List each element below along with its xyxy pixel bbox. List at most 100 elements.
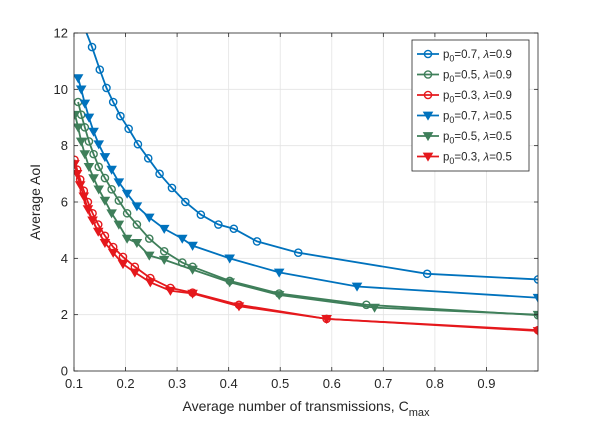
- legend-swatch-marker: [422, 152, 434, 162]
- data-point: [145, 278, 156, 288]
- data-point: [229, 224, 239, 234]
- data-point: [155, 169, 164, 179]
- legend-entry: p0=0.7, λ=0.9: [417, 49, 512, 64]
- y-tick-label: 10: [54, 82, 68, 97]
- data-point: [84, 137, 94, 146]
- x-tick-label: 0.3: [168, 376, 186, 391]
- data-point: [214, 220, 223, 229]
- data-point: [107, 185, 116, 194]
- data-point: [167, 183, 177, 193]
- data-point: [113, 220, 125, 230]
- data-point: [158, 255, 170, 265]
- data-point: [131, 238, 143, 249]
- data-point: [176, 234, 188, 244]
- data-point: [74, 74, 84, 84]
- x-axis-label-main: Average number of transmissions, C: [183, 398, 409, 414]
- legend-label: p0=0.3, λ=0.5: [443, 152, 512, 167]
- y-tick-label: 6: [61, 195, 68, 210]
- data-point: [293, 248, 303, 257]
- y-tick-label: 4: [61, 251, 68, 266]
- data-point: [129, 268, 141, 278]
- data-point: [124, 124, 133, 134]
- data-point: [99, 238, 111, 249]
- x-axis-label-subscript: max: [409, 407, 430, 419]
- legend-label: p0=0.3, λ=0.9: [443, 90, 512, 105]
- data-point: [143, 251, 155, 261]
- data-point: [165, 286, 176, 296]
- data-point: [422, 269, 432, 279]
- data-point: [121, 189, 133, 199]
- data-point: [196, 210, 206, 219]
- legend-swatch-marker: [423, 90, 433, 100]
- data-point: [83, 162, 95, 172]
- data-point: [74, 123, 84, 133]
- y-tick-label: 0: [61, 364, 68, 379]
- legend: p0=0.7, λ=0.9 p0=0.5, λ=0.9 p0=0.3, λ=0.9 p…: [411, 39, 530, 172]
- data-point: [79, 99, 91, 109]
- data-point: [143, 213, 155, 223]
- data-point: [108, 97, 118, 107]
- x-tick-label: 0.5: [271, 376, 289, 391]
- data-point: [75, 85, 87, 95]
- legend-label: p0=0.5, λ=0.5: [443, 131, 512, 146]
- data-point: [121, 234, 133, 244]
- data-point: [89, 149, 98, 159]
- data-point: [158, 224, 170, 234]
- data-point: [99, 196, 111, 206]
- legend-entry: p0=0.3, λ=0.9: [417, 90, 512, 105]
- legend-entry: p0=0.7, λ=0.5: [417, 111, 512, 125]
- legend-swatch-marker: [423, 70, 433, 79]
- series-1: [85, 33, 538, 284]
- x-tick-label: 0.7: [374, 376, 392, 391]
- data-point: [93, 185, 105, 195]
- data-point: [74, 181, 86, 191]
- data-point: [532, 293, 538, 303]
- legend-label: p0=0.7, λ=0.9: [443, 49, 512, 64]
- legend-swatch-marker: [422, 132, 434, 142]
- y-tick-label: 8: [61, 138, 68, 153]
- legend-swatch-marker: [423, 49, 433, 59]
- data-point: [79, 150, 91, 160]
- data-point: [100, 173, 110, 183]
- series-line: [85, 33, 538, 281]
- data-point: [321, 315, 332, 325]
- legend-label: p0=0.5, λ=0.9: [443, 70, 512, 85]
- data-point: [93, 140, 105, 150]
- x-tick-label: 0.2: [117, 376, 135, 391]
- data-point: [92, 227, 104, 237]
- data-point: [82, 205, 94, 215]
- data-point: [187, 289, 198, 299]
- data-point: [102, 83, 111, 93]
- data-point: [118, 252, 128, 262]
- data-point: [233, 302, 245, 312]
- legend-entry: p0=0.5, λ=0.5: [417, 131, 512, 146]
- data-point: [252, 237, 262, 246]
- data-point: [131, 202, 143, 212]
- data-point: [116, 111, 125, 121]
- legend-entry: p0=0.3, λ=0.5: [417, 152, 512, 167]
- data-point: [159, 246, 169, 256]
- data-point: [95, 65, 105, 74]
- data-point: [106, 209, 117, 219]
- data-point: [75, 137, 87, 147]
- x-axis-label: Average number of transmissions, Cmax: [183, 398, 430, 419]
- data-point: [532, 327, 538, 337]
- data-point: [74, 110, 81, 120]
- data-point: [87, 216, 98, 226]
- y-tick-label: 2: [61, 307, 68, 322]
- data-point: [74, 160, 80, 170]
- data-point: [113, 178, 125, 188]
- data-point: [80, 123, 90, 132]
- data-point: [224, 278, 235, 288]
- data-point: [74, 97, 83, 107]
- data-point: [533, 275, 538, 284]
- data-point: [88, 174, 99, 184]
- data-point: [273, 268, 285, 278]
- series-6: [74, 160, 538, 337]
- data-point: [532, 310, 538, 320]
- x-tick-label: 0.9: [477, 376, 495, 391]
- data-point: [181, 197, 190, 207]
- data-point: [94, 162, 104, 172]
- series-5: [74, 110, 538, 320]
